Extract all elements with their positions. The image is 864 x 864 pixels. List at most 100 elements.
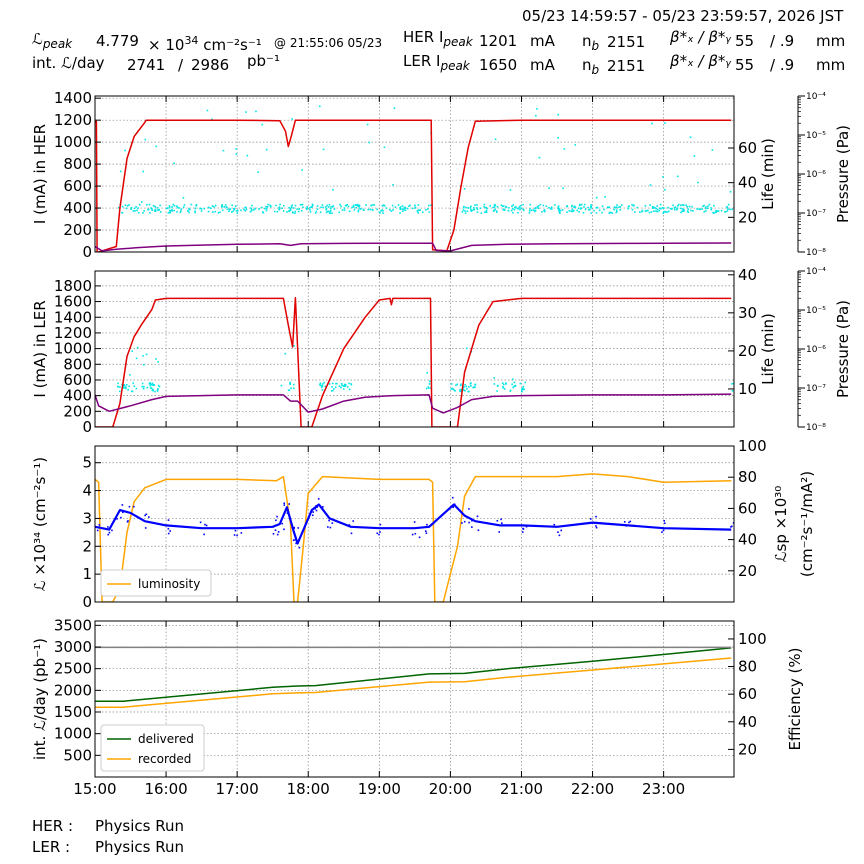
lsp-point <box>329 526 332 529</box>
life-point <box>167 212 170 214</box>
life-point <box>362 208 365 211</box>
y-tick-label-right: 20 <box>738 342 757 360</box>
life-point <box>150 207 152 209</box>
life-point <box>472 386 474 389</box>
her-ipeak-unit: mA <box>530 32 555 50</box>
lsp-point <box>589 518 592 520</box>
life-point <box>601 205 604 208</box>
life-point <box>340 383 343 385</box>
y-axis-label: ℒ ×10³⁴ (cm⁻²s⁻¹) <box>31 457 49 591</box>
life-point <box>464 389 466 392</box>
life-point <box>291 211 294 213</box>
life-point <box>321 389 324 391</box>
y-tick-label-right: 20 <box>738 562 757 580</box>
life-point <box>265 207 268 210</box>
life-point <box>462 206 465 209</box>
life-point <box>601 211 603 214</box>
life-point <box>708 203 711 206</box>
y-axis-label: I (mA) in HER <box>31 124 49 224</box>
life-point <box>627 205 630 208</box>
life-point <box>321 385 324 387</box>
life-point <box>208 206 210 209</box>
life-point <box>470 384 472 387</box>
life-point <box>476 204 478 206</box>
life-point <box>596 206 599 209</box>
life-point <box>522 203 524 206</box>
life-point <box>245 206 247 209</box>
life-point <box>281 207 283 210</box>
pressure-tick-label: 10⁻⁴ <box>806 92 826 102</box>
life-point <box>677 204 679 207</box>
lsp-point <box>350 532 353 535</box>
life-point <box>729 190 732 193</box>
life-point <box>352 204 355 207</box>
life-point <box>557 113 560 116</box>
life-point <box>715 211 718 213</box>
life-point <box>278 207 281 210</box>
life-point <box>534 209 537 212</box>
intl-label: int. ℒ/day <box>32 54 105 72</box>
y-tick-label-right: 60 <box>738 685 757 703</box>
life-point <box>485 209 488 212</box>
life-point <box>510 209 513 212</box>
life-point <box>615 209 618 211</box>
life-point <box>194 207 197 210</box>
life-point <box>125 207 128 210</box>
life-point <box>282 210 285 212</box>
life-point <box>485 210 488 213</box>
life-point <box>673 206 676 209</box>
life-point <box>656 210 659 213</box>
life-point <box>489 205 491 207</box>
life-point <box>393 107 396 110</box>
life-point <box>346 386 349 388</box>
life-point <box>144 138 147 141</box>
life-point <box>455 384 457 387</box>
life-point <box>132 382 134 384</box>
life-point <box>692 209 694 212</box>
life-point <box>615 206 617 209</box>
life-point <box>502 383 505 386</box>
y-tick-label: 1000 <box>54 725 92 743</box>
lsp-point <box>468 521 470 524</box>
life-point <box>464 210 466 212</box>
life-point <box>366 123 369 126</box>
lsp-point <box>240 532 243 534</box>
life-point <box>160 211 162 213</box>
life-point <box>427 386 430 388</box>
lsp-point <box>145 513 148 516</box>
life-point <box>154 210 157 212</box>
life-point <box>454 390 456 392</box>
life-point <box>127 388 129 391</box>
life-point <box>519 204 522 207</box>
her-beta-x: 55 <box>735 32 755 50</box>
life-point <box>371 204 374 206</box>
life-point <box>666 211 668 213</box>
life-point <box>511 378 514 381</box>
life-point <box>331 206 334 208</box>
life-point <box>465 206 467 209</box>
life-point <box>533 210 536 213</box>
life-point <box>590 204 593 206</box>
life-point <box>226 208 229 211</box>
life-point <box>171 206 173 208</box>
lsp-point <box>595 515 597 518</box>
life-point <box>249 210 252 213</box>
life-point <box>284 352 287 355</box>
life-point <box>706 207 709 209</box>
y-tick-label: 400 <box>63 387 92 405</box>
life-point <box>512 211 514 214</box>
life-point <box>705 207 707 210</box>
lpeak-label-sub: peak <box>42 37 73 51</box>
life-point <box>195 203 198 206</box>
lsp-point <box>272 533 275 535</box>
life-point <box>528 210 531 212</box>
her-nb-value: 2151 <box>607 33 646 51</box>
life-point <box>504 209 506 211</box>
lsp-point <box>629 520 632 523</box>
y-tick-label-right: 80 <box>738 658 757 676</box>
life-point <box>153 384 155 386</box>
life-point <box>371 209 374 211</box>
life-point <box>676 175 679 178</box>
life-point <box>183 204 186 206</box>
life-point <box>408 205 410 208</box>
